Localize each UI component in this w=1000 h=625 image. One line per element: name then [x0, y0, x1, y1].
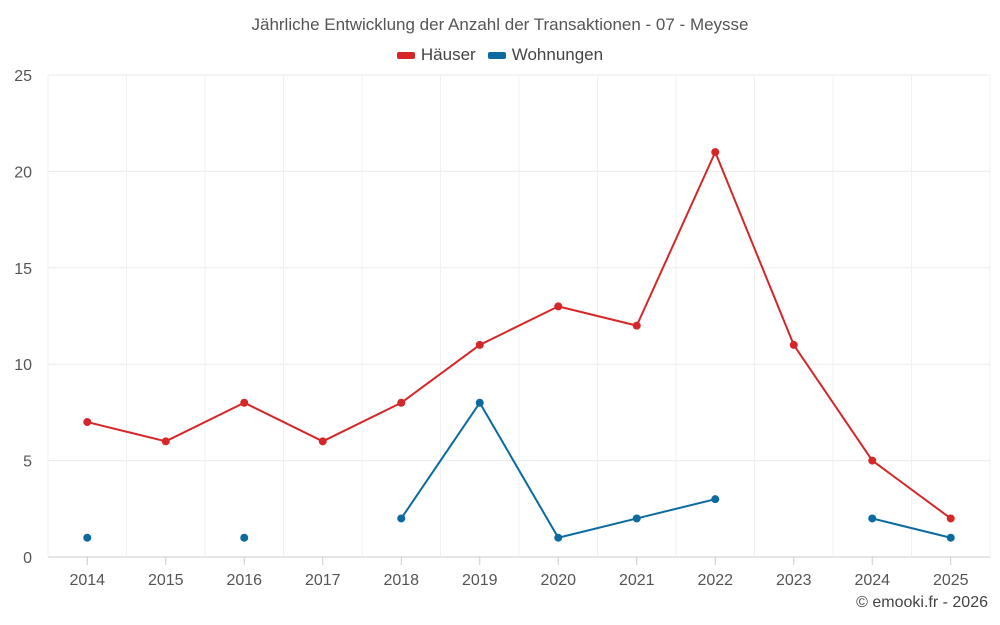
data-point-haeuser: [161, 437, 170, 446]
series: [83, 148, 955, 542]
credit-text: © emooki.fr - 2026: [856, 594, 988, 611]
y-tick-label: 25: [14, 68, 32, 85]
data-point-haeuser: [318, 437, 327, 446]
x-tick-label: 2024: [854, 572, 890, 589]
x-tick-label: 2019: [462, 572, 498, 589]
x-tick-label: 2018: [383, 572, 419, 589]
data-point-haeuser: [83, 418, 92, 427]
data-point-wohnungen: [83, 533, 92, 542]
x-tick-label: 2023: [776, 572, 812, 589]
data-point-wohnungen: [397, 514, 406, 523]
x-tick-label: 2015: [148, 572, 184, 589]
data-point-wohnungen: [946, 533, 955, 542]
data-point-haeuser: [397, 398, 406, 407]
data-point-haeuser: [946, 514, 955, 523]
x-tick-label: 2025: [933, 572, 969, 589]
legend-item-haeuser[interactable]: Häuser: [396, 45, 476, 65]
x-tick-label: 2022: [697, 572, 733, 589]
data-point-haeuser: [554, 302, 563, 311]
chart-title: Jährliche Entwicklung der Anzahl der Tra…: [251, 15, 749, 34]
series-line-wohnungen: [872, 517, 951, 539]
y-tick-label: 20: [14, 164, 32, 181]
data-point-wohnungen: [711, 495, 720, 504]
data-point-haeuser: [868, 456, 877, 465]
data-point-wohnungen: [475, 398, 484, 407]
grid: [47, 74, 991, 558]
data-point-haeuser: [475, 340, 484, 349]
legend-label-wohnungen: Wohnungen: [511, 45, 604, 64]
data-point-wohnungen: [868, 514, 877, 523]
x-tick-label: 2016: [226, 572, 262, 589]
data-point-haeuser: [240, 398, 249, 407]
legend-item-wohnungen[interactable]: Wohnungen: [487, 45, 604, 65]
x-tick-label: 2021: [619, 572, 655, 589]
x-tick-label: 2014: [69, 572, 105, 589]
y-tick-label: 10: [14, 357, 32, 374]
data-point-haeuser: [789, 340, 798, 349]
series-line-wohnungen: [400, 401, 716, 539]
data-point-wohnungen: [240, 533, 249, 542]
y-tick-label: 15: [14, 261, 32, 278]
x-tick-label: 2017: [305, 572, 341, 589]
legend-label-haeuser: Häuser: [420, 45, 476, 64]
y-tick-label: 5: [23, 454, 32, 471]
x-tick-label: 2020: [540, 572, 576, 589]
legend-swatch-wohnungen: [487, 51, 506, 59]
data-point-haeuser: [711, 148, 720, 157]
legend: Häuser Wohnungen: [0, 45, 1000, 65]
legend-swatch-haeuser: [396, 51, 415, 59]
y-tick-label: 0: [23, 550, 32, 567]
data-point-wohnungen: [554, 533, 563, 542]
series-line-haeuser: [87, 151, 952, 520]
data-point-haeuser: [632, 321, 641, 330]
data-point-wohnungen: [632, 514, 641, 523]
